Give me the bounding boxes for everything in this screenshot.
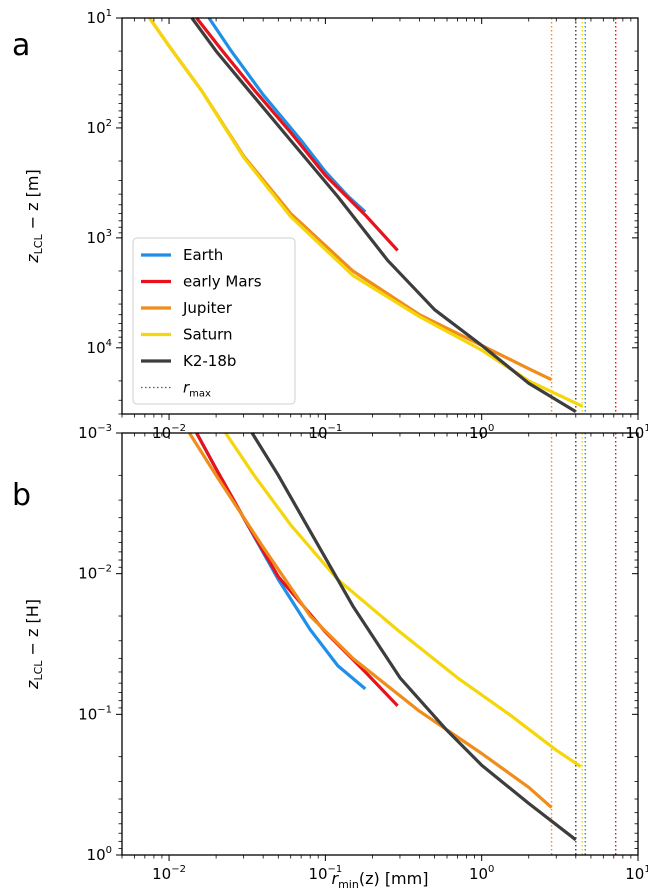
y-tick-label: 10−1 <box>78 704 112 723</box>
x-tick-label: 101 <box>625 864 648 883</box>
x-tick-label: 10−2 <box>152 864 186 883</box>
axes-frame <box>121 432 639 856</box>
panel-b: b 10−2 10−1 100 101 10−3 10−2 10−1 100 zLCL − z [… <box>12 423 648 890</box>
legend-entry-label: K2-18b <box>183 352 236 370</box>
y-axis-label: zLCL − z [H] <box>23 599 45 690</box>
series-early-mars <box>195 432 399 707</box>
y-tick-label: 100 <box>87 845 112 864</box>
legend-frame <box>132 237 296 405</box>
panel-letter: a <box>12 28 30 63</box>
y-tick-label: 10−3 <box>78 423 112 442</box>
y-axis-label: zLCL − z [m] <box>23 169 45 263</box>
y-tick-label: 103 <box>87 228 112 247</box>
x-axis-label: rmin(z) [mm] <box>332 869 429 890</box>
y-tick-label: 104 <box>87 338 112 357</box>
legend-entry-label: early Mars <box>183 273 262 291</box>
x-tick-label: 100 <box>469 864 494 883</box>
series-earth <box>195 432 367 691</box>
legend: Earth early Mars Jupiter Saturn K2-18b rmax <box>132 237 296 405</box>
series-early-mars <box>195 17 399 252</box>
axes-frame <box>121 17 639 415</box>
series-k2-18b <box>250 432 577 842</box>
series-k2-18b <box>190 17 577 413</box>
y-tick-label: 101 <box>87 8 112 27</box>
series-jupiter <box>188 432 553 809</box>
series-saturn <box>224 432 582 768</box>
panel-letter: b <box>12 478 31 513</box>
y-tick-label: 102 <box>87 118 112 137</box>
legend-entry-label: Saturn <box>183 326 233 344</box>
series-earth <box>207 17 367 214</box>
legend-entry-label: Jupiter <box>182 299 233 317</box>
legend-entry-label: rmax <box>183 379 211 400</box>
y-tick-label: 10−2 <box>78 564 112 583</box>
x-tick-label: 10−1 <box>308 864 342 883</box>
legend-entry-label: Earth <box>183 246 223 264</box>
